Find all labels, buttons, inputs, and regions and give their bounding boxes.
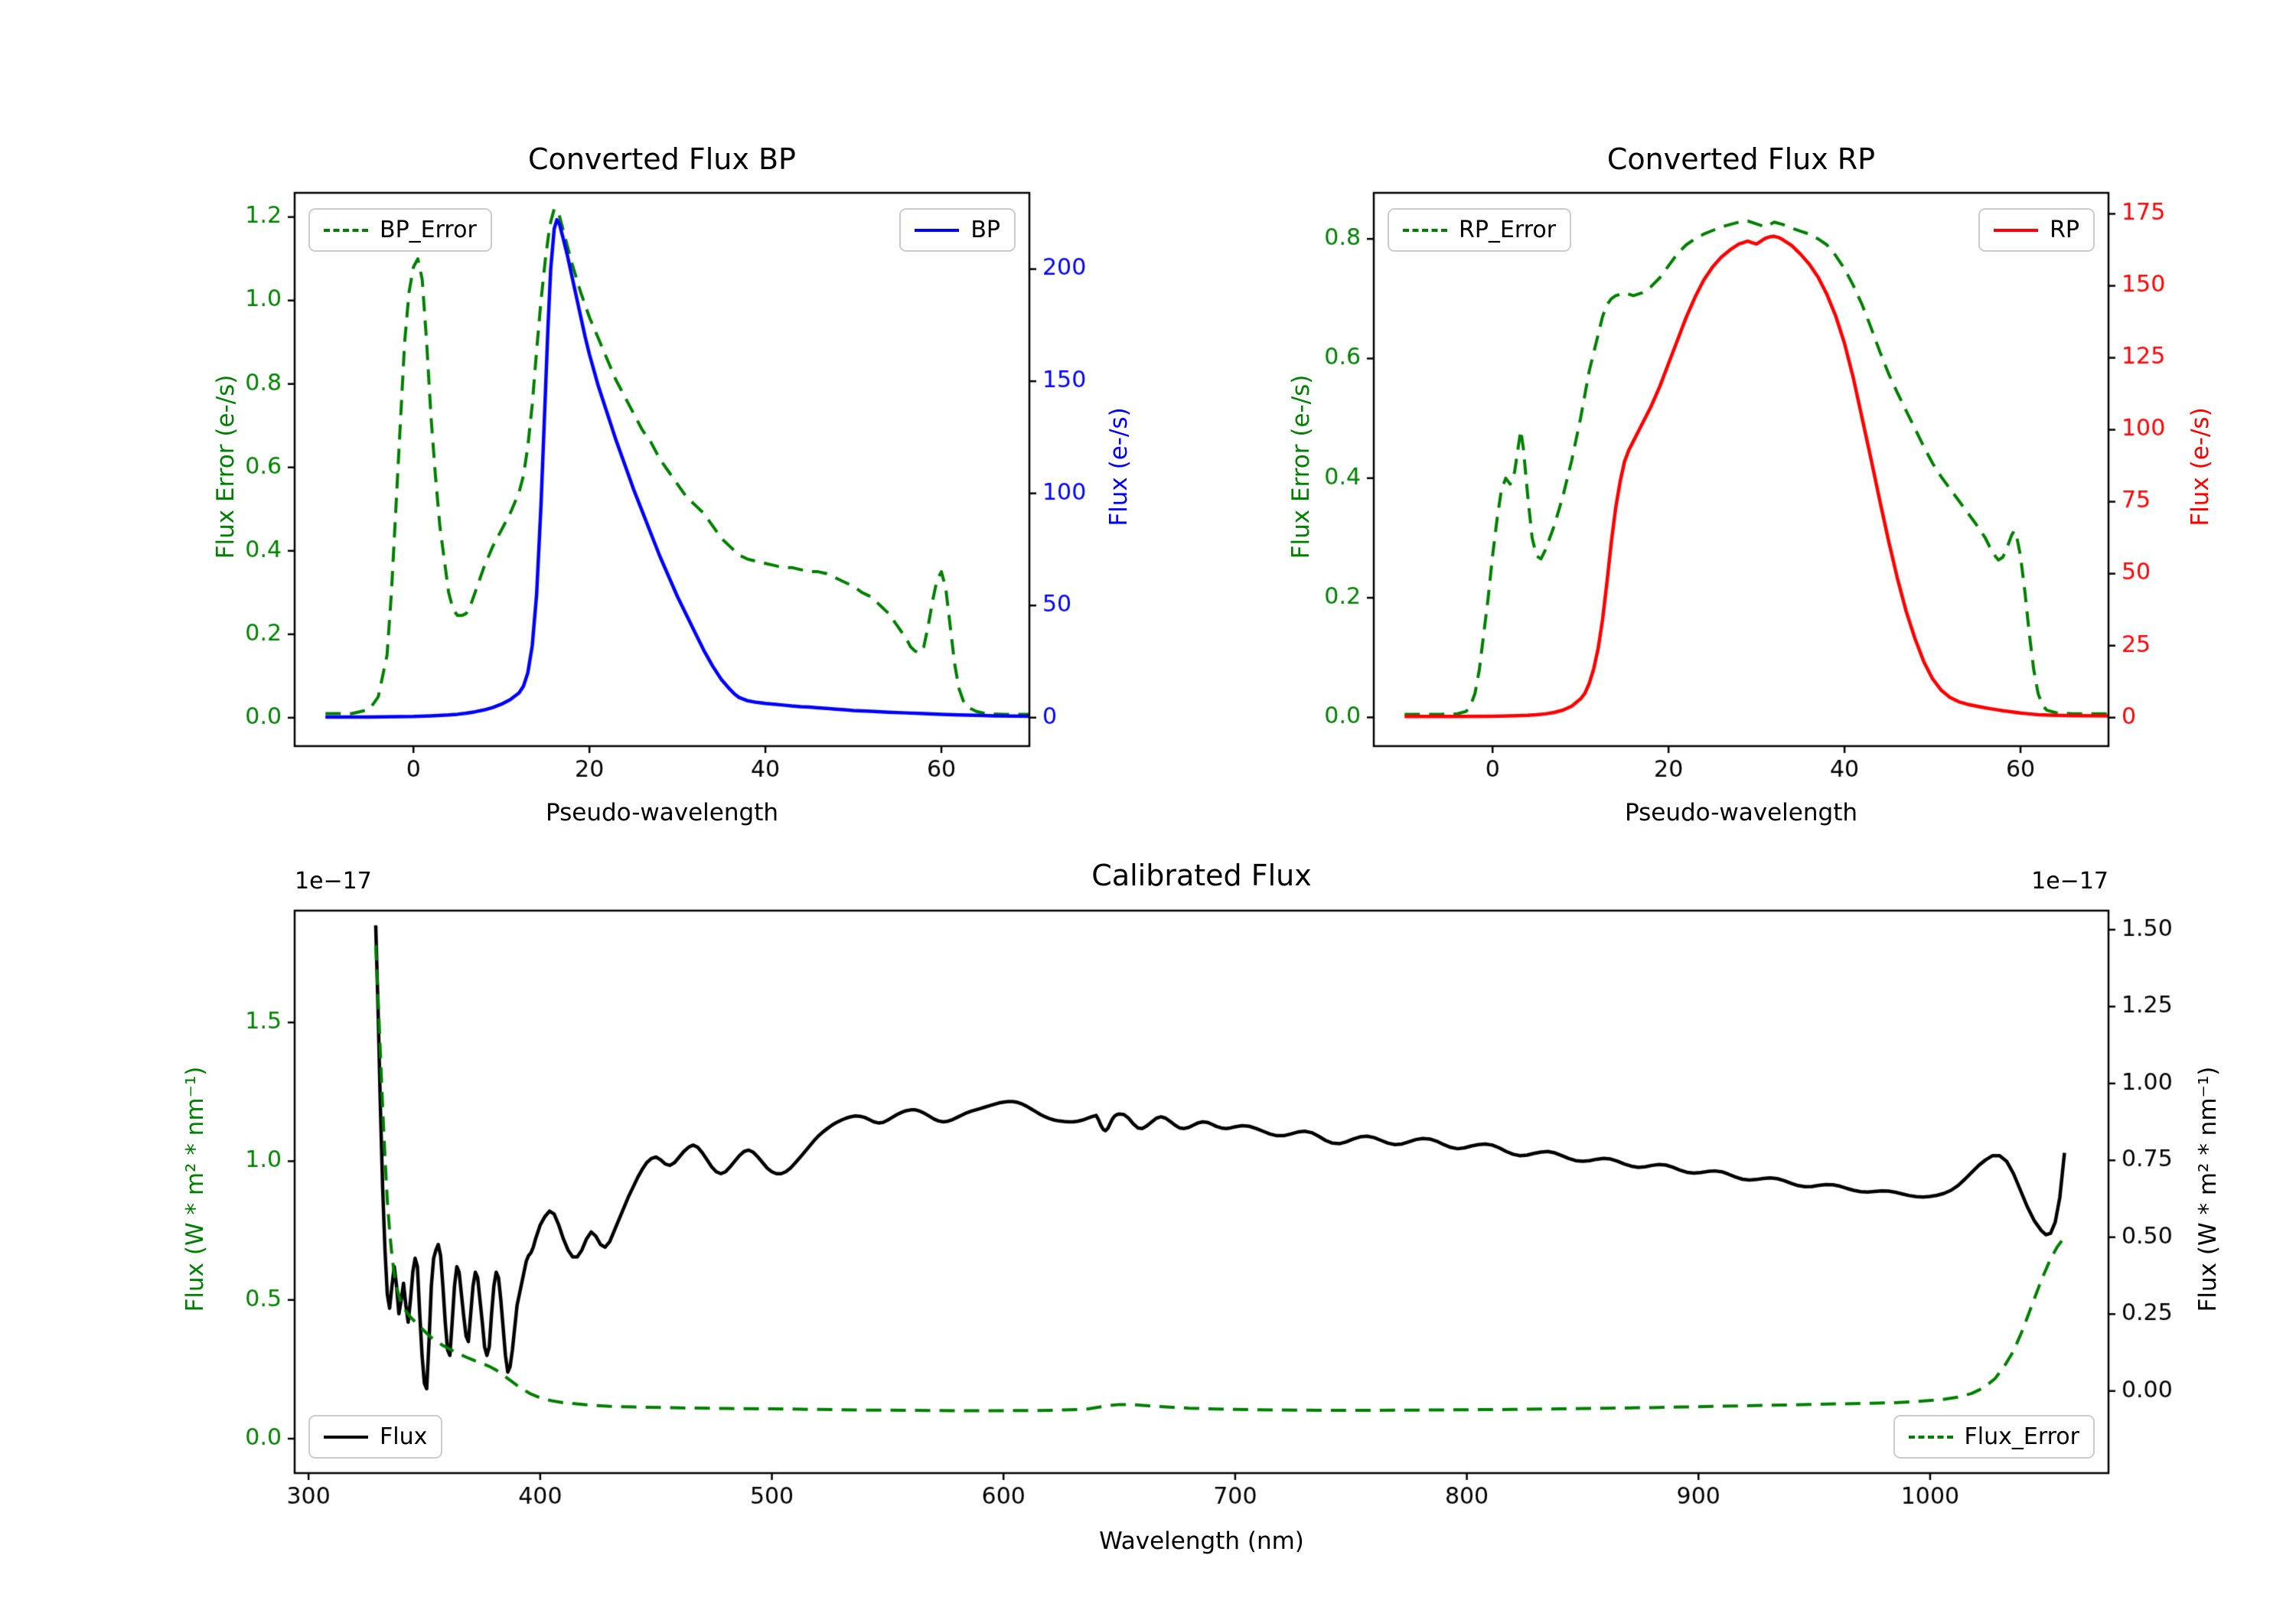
rp-left-yaxis-label: Flux Error (e-/s) (1287, 374, 1315, 559)
calibrated-plot-title: Calibrated Flux (1091, 859, 1312, 892)
bp-legend: BP (899, 208, 1016, 252)
rp-xaxis-label: Pseudo-wavelength (1624, 799, 1857, 826)
rp-legend-label: RP (2050, 217, 2079, 243)
flux-legend-line-sample (324, 1435, 368, 1439)
flux-legend: Flux (308, 1415, 443, 1459)
bp-error-legend-line-sample (324, 228, 368, 232)
bp-error-legend: BP_Error (308, 208, 492, 252)
calibrated-left-yaxis-label: Flux (W * m² * nm⁻¹) (181, 1066, 209, 1312)
bp-legend-line-sample (915, 228, 960, 232)
bp-error-legend-label: BP_Error (380, 217, 477, 243)
rp-error-legend: RP_Error (1388, 208, 1572, 252)
left-axis-offset-text: 1e−17 (295, 868, 372, 895)
rp-error-legend-line-sample (1403, 228, 1447, 232)
rp-error-legend-label: RP_Error (1459, 217, 1557, 243)
flux-error-legend: Flux_Error (1893, 1415, 2095, 1459)
bp-right-yaxis-label: Flux (e-/s) (1105, 407, 1133, 526)
bp-left-yaxis-label: Flux Error (e-/s) (212, 374, 240, 559)
flux-error-legend-label: Flux_Error (1964, 1423, 2079, 1450)
flux-legend-label: Flux (380, 1423, 428, 1450)
calibrated-right-yaxis-label: Flux (W * m² * nm⁻¹) (2194, 1066, 2222, 1312)
right-axis-offset-text: 1e−17 (2031, 868, 2108, 895)
bp-legend-label: BP (970, 217, 1000, 243)
flux-error-legend-line-sample (1908, 1435, 1953, 1439)
rp-right-yaxis-label: Flux (e-/s) (2187, 407, 2214, 526)
calibrated-xaxis-label: Wavelength (nm) (1099, 1527, 1304, 1555)
rp-legend: RP (1978, 208, 2095, 252)
bp-plot-title: Converted Flux BP (528, 142, 796, 176)
rp-legend-line-sample (1994, 228, 2039, 232)
bp-xaxis-label: Pseudo-wavelength (545, 799, 778, 826)
rp-plot-title: Converted Flux RP (1606, 142, 1876, 176)
